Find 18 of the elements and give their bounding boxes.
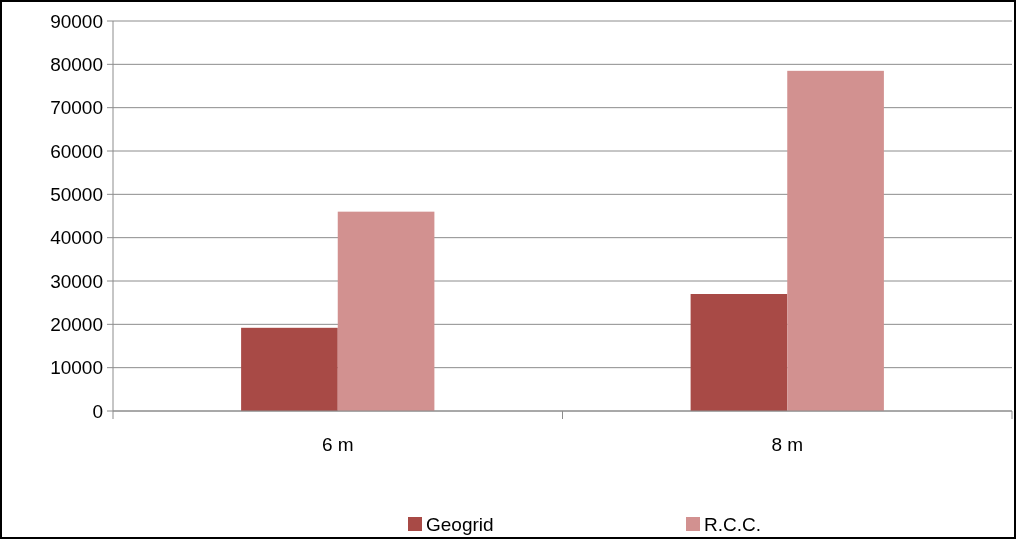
y-tick-label: 50000: [50, 183, 103, 205]
y-tick-label: 20000: [50, 313, 103, 335]
legend-label: Geogrid: [426, 513, 494, 535]
bar: [787, 70, 884, 411]
bar: [337, 211, 435, 411]
x-tick-label: 8 m: [771, 434, 804, 455]
y-tick-label: 10000: [50, 357, 103, 379]
y-tick-label: 40000: [50, 227, 103, 249]
y-tick-label: 70000: [50, 97, 103, 119]
legend-label: R.C.C.: [704, 513, 761, 535]
bar: [690, 294, 788, 411]
y-tick-label: 30000: [50, 270, 103, 292]
y-tick-label: 0: [92, 400, 103, 422]
y-tick-label: 90000: [50, 10, 103, 32]
x-tick-label: 6 m: [321, 434, 354, 455]
bar: [241, 327, 338, 411]
y-tick-label: 80000: [50, 53, 103, 75]
y-tick-label: 60000: [50, 140, 103, 162]
